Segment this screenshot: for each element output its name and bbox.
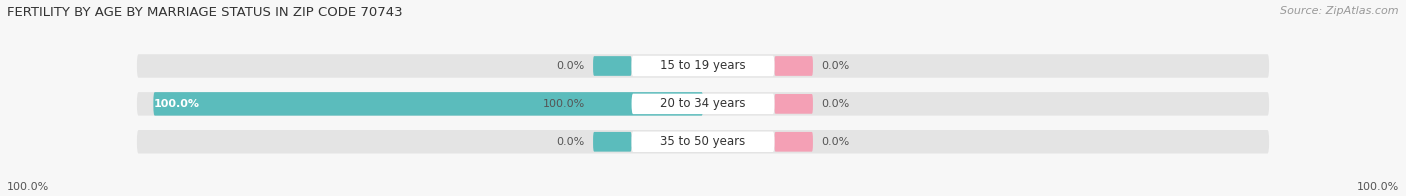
FancyBboxPatch shape <box>136 54 1270 78</box>
Text: Source: ZipAtlas.com: Source: ZipAtlas.com <box>1281 6 1399 16</box>
FancyBboxPatch shape <box>631 94 775 114</box>
Text: 20 to 34 years: 20 to 34 years <box>661 97 745 110</box>
Text: 100.0%: 100.0% <box>153 99 200 109</box>
FancyBboxPatch shape <box>631 132 775 152</box>
Text: 100.0%: 100.0% <box>7 182 49 192</box>
Text: 35 to 50 years: 35 to 50 years <box>661 135 745 148</box>
Text: 100.0%: 100.0% <box>1357 182 1399 192</box>
Text: 0.0%: 0.0% <box>557 61 585 71</box>
FancyBboxPatch shape <box>775 56 813 76</box>
Text: 0.0%: 0.0% <box>821 137 849 147</box>
FancyBboxPatch shape <box>136 130 1270 153</box>
FancyBboxPatch shape <box>593 56 631 76</box>
FancyBboxPatch shape <box>593 94 631 114</box>
Text: 0.0%: 0.0% <box>821 61 849 71</box>
Text: FERTILITY BY AGE BY MARRIAGE STATUS IN ZIP CODE 70743: FERTILITY BY AGE BY MARRIAGE STATUS IN Z… <box>7 6 402 19</box>
FancyBboxPatch shape <box>593 132 631 152</box>
Text: 100.0%: 100.0% <box>543 99 585 109</box>
FancyBboxPatch shape <box>136 92 1270 116</box>
FancyBboxPatch shape <box>631 56 775 76</box>
Text: 0.0%: 0.0% <box>821 99 849 109</box>
Legend: Married, Unmarried: Married, Unmarried <box>620 191 786 196</box>
FancyBboxPatch shape <box>153 92 703 116</box>
Text: 0.0%: 0.0% <box>557 137 585 147</box>
FancyBboxPatch shape <box>775 132 813 152</box>
FancyBboxPatch shape <box>775 94 813 114</box>
Text: 15 to 19 years: 15 to 19 years <box>661 60 745 73</box>
